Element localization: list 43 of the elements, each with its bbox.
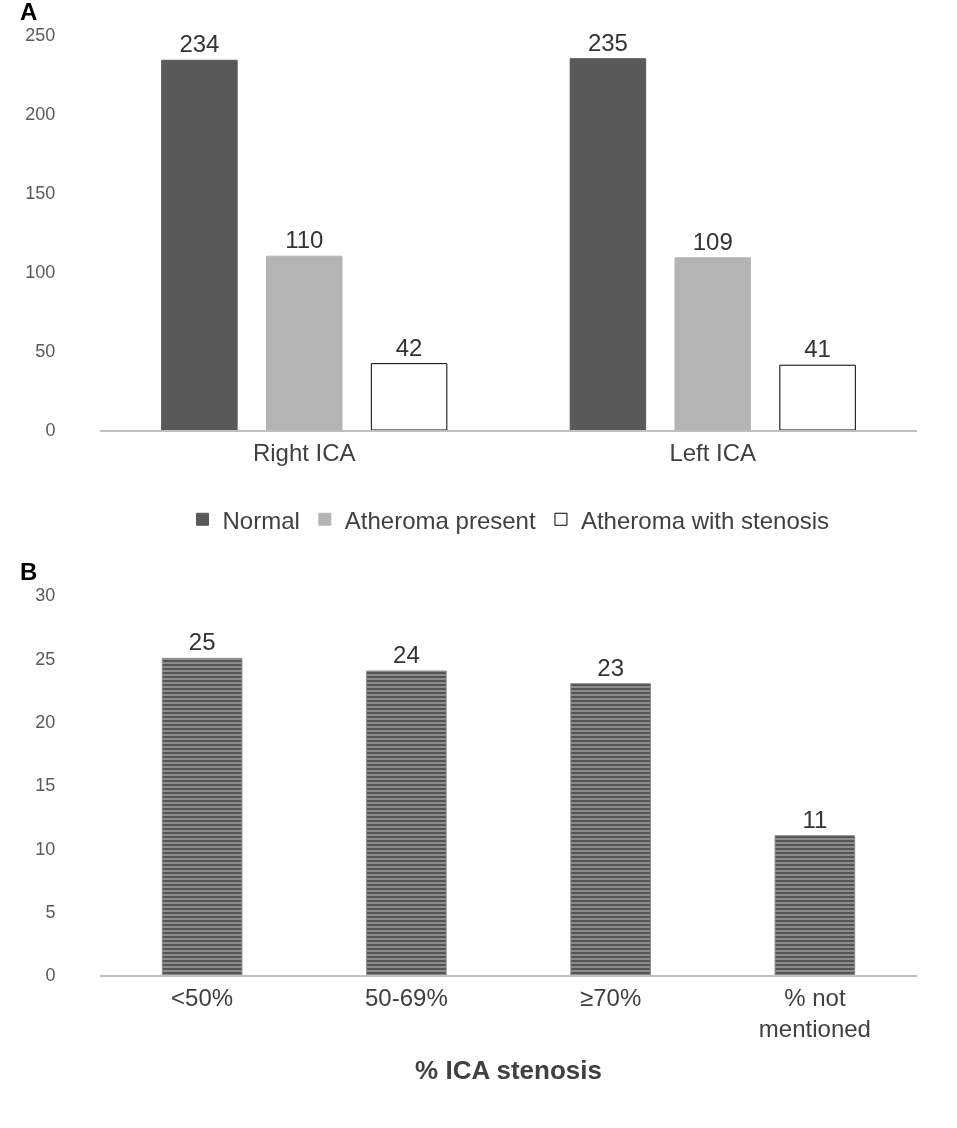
data-label: 11 bbox=[802, 805, 828, 833]
y-tick-label: 20 bbox=[35, 711, 56, 732]
x-tick-label: Left ICA bbox=[669, 438, 757, 466]
data-label: 23 bbox=[597, 653, 624, 681]
chart-title: A bbox=[20, 0, 38, 25]
y-tick-label: 50 bbox=[35, 341, 56, 362]
data-label: 110 bbox=[285, 226, 324, 254]
y-tick-label: 30 bbox=[35, 585, 56, 606]
x-tick-label: Right ICA bbox=[252, 438, 356, 466]
x-axis-title: % ICA stenosis bbox=[415, 1055, 602, 1086]
bar bbox=[774, 835, 856, 975]
data-label: 235 bbox=[587, 28, 628, 56]
x-tick-label: ≥70% bbox=[580, 983, 642, 1011]
chart-title: B bbox=[20, 558, 38, 585]
y-tick-label: 0 bbox=[45, 965, 56, 986]
data-label: 109 bbox=[692, 227, 733, 255]
bar bbox=[161, 657, 243, 975]
data-label: 25 bbox=[188, 628, 216, 656]
y-tick-label: 25 bbox=[35, 648, 56, 669]
bar bbox=[370, 363, 448, 430]
y-tick-label: 5 bbox=[45, 901, 56, 922]
bar bbox=[161, 59, 238, 430]
y-tick-label: 10 bbox=[35, 838, 56, 859]
bar bbox=[570, 683, 651, 975]
y-tick-label: 100 bbox=[25, 262, 56, 283]
legend-label: Normal bbox=[222, 506, 300, 534]
y-tick-label: 0 bbox=[45, 420, 56, 441]
x-tick-label: % not mentioned bbox=[758, 983, 871, 1042]
y-tick-label: 200 bbox=[25, 104, 56, 125]
x-tick-label: 50-69% bbox=[365, 983, 448, 1011]
legend-label: Atheroma present bbox=[344, 506, 536, 534]
data-label: 234 bbox=[179, 30, 220, 58]
bar bbox=[366, 670, 447, 975]
y-tick-label: 150 bbox=[25, 183, 56, 204]
legend-label: Atheroma with stenosis bbox=[580, 506, 830, 534]
bar bbox=[569, 58, 647, 430]
data-label: 24 bbox=[393, 641, 420, 668]
y-tick-label: 250 bbox=[25, 25, 56, 46]
data-label: 41 bbox=[804, 335, 831, 363]
y-tick-label: 15 bbox=[35, 775, 56, 796]
x-tick-label: <50% bbox=[171, 983, 234, 1011]
bar bbox=[779, 364, 856, 430]
data-label: 42 bbox=[395, 333, 423, 361]
